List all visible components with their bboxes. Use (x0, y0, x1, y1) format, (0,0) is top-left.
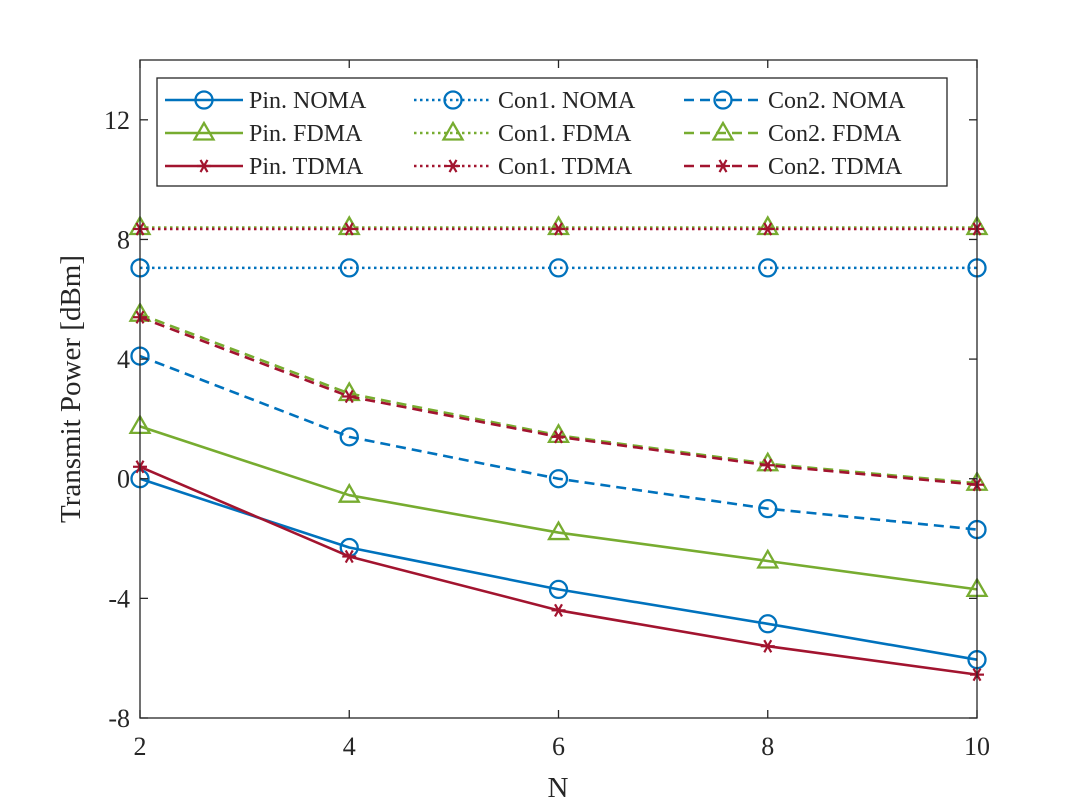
data-point (548, 579, 569, 600)
data-point (758, 498, 778, 519)
legend-marker (441, 120, 465, 141)
legend-label: Con1. NOMA (498, 88, 636, 114)
legend-label: Pin. FDMA (249, 121, 363, 147)
x-axis-title: N (548, 772, 569, 804)
data-point (548, 469, 569, 489)
data-point (548, 258, 569, 278)
legend-marker (711, 120, 735, 141)
data-point (551, 222, 566, 236)
legend-marker (446, 159, 460, 173)
x-tick-label: 8 (761, 732, 774, 761)
legend-box (156, 77, 948, 187)
legend-marker (443, 90, 463, 110)
legend-label: Pin. NOMA (249, 88, 367, 114)
y-tick-label: -8 (108, 704, 130, 733)
legend-item-con2-tdma: Con2. TDMA (684, 154, 903, 180)
data-point (760, 222, 775, 236)
x-tick-label: 6 (552, 732, 565, 761)
legend-marker (197, 159, 211, 173)
series-line (139, 477, 978, 661)
y-axis-title: Transmit Power [dBm] (55, 255, 87, 523)
legend: Pin. NOMA Pin. FDMA Pin. TDMA Con1. NOMA Con… (156, 77, 948, 187)
data-point (756, 451, 780, 472)
data-point (756, 215, 780, 236)
data-point (337, 381, 361, 402)
y-tick-label: -4 (108, 584, 130, 613)
legend-item-con1-noma: Con1. NOMA (414, 88, 636, 114)
legend-item-con2-noma: Con2. NOMA (684, 88, 906, 114)
legend-marker (194, 90, 214, 110)
y-tick-label: 0 (117, 465, 130, 494)
legend-item-pin-tdma: Pin. TDMA (165, 154, 364, 180)
data-point (342, 222, 357, 236)
x-tick-label: 4 (343, 732, 356, 761)
y-tick-label: 4 (117, 345, 130, 374)
legend-label: Con2. TDMA (768, 154, 903, 180)
legend-item-pin-noma: Pin. NOMA (165, 88, 367, 114)
series-line (139, 354, 978, 531)
x-tick-label: 2 (134, 732, 147, 761)
series-pin-tdma (133, 460, 984, 682)
legend-label: Pin. TDMA (249, 154, 364, 180)
data-point (547, 423, 570, 444)
data-point (339, 427, 359, 447)
legend-marker (716, 159, 730, 173)
data-point (756, 548, 780, 569)
legend-item-con1-fdma: Con1. FDMA (414, 120, 632, 147)
series-pin-fdma (128, 414, 989, 598)
legend-label: Con2. FDMA (768, 121, 902, 147)
data-point (339, 258, 359, 278)
x-tick-label: 10 (964, 732, 990, 761)
data-point (337, 215, 361, 236)
data-point (547, 520, 570, 541)
legend-item-pin-fdma: Pin. FDMA (165, 120, 363, 147)
tick-layer: 2 4 6 8 10 -8 -4 0 4 8 12 (104, 60, 990, 761)
data-point (758, 258, 778, 278)
legend-item-con2-fdma: Con2. FDMA (684, 120, 902, 147)
legend-label: Con1. TDMA (498, 154, 633, 180)
data-point (337, 482, 361, 503)
data-point (551, 603, 566, 617)
legend-label: Con2. NOMA (768, 88, 906, 114)
series-line (139, 425, 978, 591)
legend-marker (192, 120, 216, 141)
y-tick-label: 8 (117, 225, 130, 254)
y-tick-label: 12 (104, 106, 130, 135)
legend-marker (713, 90, 733, 110)
legend-label: Con1. FDMA (498, 121, 632, 147)
data-point (760, 458, 775, 472)
data-point (551, 430, 566, 444)
data-point (547, 215, 570, 236)
data-point (758, 614, 778, 634)
data-point (342, 389, 357, 404)
data-point (342, 549, 357, 564)
data-point (760, 639, 775, 653)
legend-item-con1-tdma: Con1. TDMA (414, 154, 633, 180)
series-layer (128, 215, 989, 682)
